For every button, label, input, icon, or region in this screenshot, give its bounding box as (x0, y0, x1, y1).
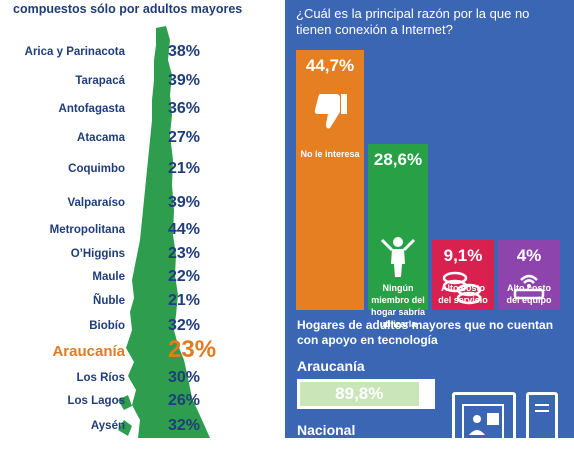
reason-value: 44,7% (305, 56, 355, 75)
region-percent: 21% (168, 292, 201, 309)
person-shrug-icon (368, 236, 428, 283)
region-percent: 39% (168, 72, 201, 89)
region-name: Ñuble (93, 295, 125, 307)
reason-bar: 28,6% Ningún miembro del hogar sabría uti… (368, 143, 428, 329)
region-percent: 44% (168, 221, 201, 238)
region-percent: 38% (168, 43, 201, 60)
region-name: Maule (92, 271, 125, 283)
reason-label: Alto costo del servicio (438, 283, 488, 305)
reason-bar: 9,1% Alto costo del servicio (432, 240, 494, 310)
region-name: Antofagasta (58, 103, 125, 115)
reason-value: 28,6% (373, 149, 423, 169)
nacional-label: Nacional (297, 422, 356, 438)
laptop-icon (452, 392, 516, 450)
reason-bar: 44,7% No le interesa (296, 50, 364, 310)
region-name: Biobío (89, 320, 125, 332)
region-name: Atacama (77, 132, 125, 144)
left-header: compuestos sólo por adultos mayores (13, 2, 243, 16)
thumbs-down-icon (296, 92, 364, 137)
support-title: Hogares de adultos mayores que no cuenta… (297, 318, 554, 347)
reason-bar: 4% Alto costo del equipo (498, 240, 560, 310)
reason-label: Ningún miembro del hogar sabría utilizar… (370, 282, 426, 329)
araucania-bar (300, 382, 419, 406)
araucania-value: 89,8% (335, 384, 384, 403)
region-name: Coquimbo (68, 163, 125, 175)
region-name: Metropolitana (49, 224, 125, 236)
region-name: Araucanía (52, 343, 125, 360)
region-percent: 23% (168, 336, 217, 363)
region-percent: 27% (168, 129, 201, 146)
region-name: O’Higgins (70, 248, 125, 260)
araucania-label: Araucanía (297, 358, 365, 374)
region-name: Aysén (90, 420, 125, 432)
question-title: ¿Cuál es la principal razón por la que n… (296, 6, 530, 37)
reason-label: Alto costo del equipo (506, 283, 552, 305)
region-name: Los Ríos (76, 372, 125, 384)
phone-icon (526, 392, 558, 450)
reason-label: No le interesa (300, 149, 360, 159)
router-icon (498, 270, 560, 305)
region-percent: 22% (168, 268, 201, 285)
left-panel: compuestos sólo por adultos mayores Aric… (0, 0, 285, 438)
region-percent: 32% (168, 317, 201, 334)
region-percent: 36% (168, 100, 201, 117)
reason-value: 9,1% (443, 246, 483, 265)
region-percent: 39% (168, 194, 201, 211)
region-percent: 23% (168, 245, 201, 262)
region-name: Los Lagos (67, 395, 125, 407)
region-name: Valparaíso (67, 197, 125, 209)
coins-icon (432, 270, 494, 311)
reason-value: 4% (516, 246, 542, 265)
region-percent: 26% (168, 392, 201, 409)
region-percent: 21% (168, 160, 201, 177)
region-percent: 32% (168, 417, 201, 434)
region-name: Tarapacá (75, 75, 125, 87)
region-percent: 30% (168, 369, 201, 386)
chile-map (118, 26, 210, 438)
region-name: Arica y Parinacota (24, 46, 125, 58)
